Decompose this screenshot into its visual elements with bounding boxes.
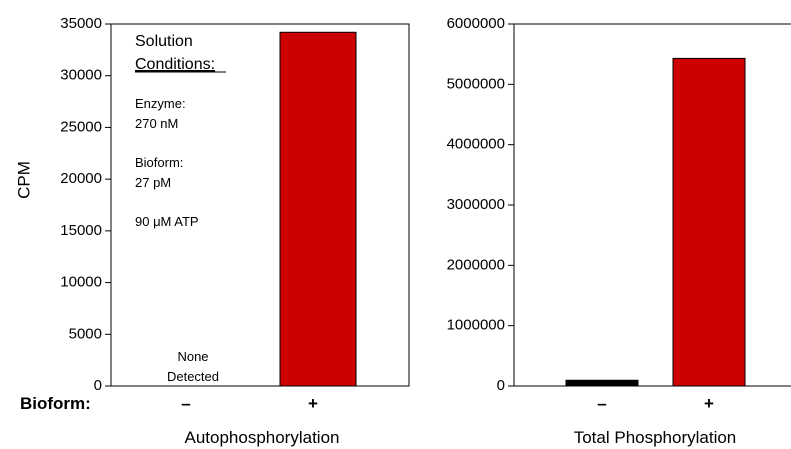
left-x-tick-minus: – xyxy=(181,394,190,413)
bioform-label: Bioform: xyxy=(135,155,183,170)
right-x-tick-plus: + xyxy=(704,394,714,413)
right-y-tick-label: 2000000 xyxy=(447,256,505,273)
conditions-heading-line2: Conditions: xyxy=(135,56,215,73)
left-y-axis: 0 5000 10000 15000 20000 25000 30000 35000 xyxy=(60,15,111,394)
left-chart-title: Autophosphorylation xyxy=(184,428,339,447)
right-bar-minus xyxy=(565,379,639,387)
right-chart-title: Total Phosphorylation xyxy=(574,428,737,447)
left-y-tick-label: 35000 xyxy=(60,15,102,32)
left-bars xyxy=(279,31,357,387)
left-y-tick-label: 10000 xyxy=(60,274,102,291)
enzyme-label: Enzyme: xyxy=(135,96,186,111)
left-x-tick-plus: + xyxy=(308,394,318,413)
right-y-tick-label: 6000000 xyxy=(447,15,505,32)
left-y-tick-label: 15000 xyxy=(60,222,102,239)
left-y-tick-label: 20000 xyxy=(60,170,102,187)
right-y-tick-label: 5000000 xyxy=(447,75,505,92)
left-y-tick-label: 25000 xyxy=(60,118,102,135)
left-plot-frame xyxy=(110,23,410,387)
right-x-tick-minus: – xyxy=(597,394,606,413)
right-y-tick-label: 4000000 xyxy=(447,136,505,153)
atp-condition: 90 μM ATP xyxy=(135,214,199,229)
right-y-tick-label: 0 xyxy=(497,377,505,394)
right-chart: 0 1000000 2000000 3000000 4000000 5000000 6000… xyxy=(447,15,791,447)
bioform-row-label: Bioform: xyxy=(20,394,91,413)
right-bar-plus xyxy=(672,57,746,387)
right-y-axis: 0 1000000 2000000 3000000 4000000 5000000 6000… xyxy=(447,15,514,394)
solution-conditions: Solution Conditions: Enzyme: 270 nM Biof… xyxy=(135,33,226,229)
right-y-tick-label: 1000000 xyxy=(447,317,505,334)
bioform-value: 27 pM xyxy=(135,175,171,190)
right-plot-frame xyxy=(513,23,791,387)
enzyme-value: 270 nM xyxy=(135,116,178,131)
none-detected-line1: None xyxy=(177,349,208,364)
none-detected-line2: Detected xyxy=(167,369,219,384)
left-y-axis-label: CPM xyxy=(14,161,33,199)
right-y-tick-label: 3000000 xyxy=(447,196,505,213)
right-bars xyxy=(565,57,746,387)
left-y-tick-label: 30000 xyxy=(60,67,102,84)
left-y-tick-label: 0 xyxy=(94,377,102,394)
conditions-heading-line1: Solution xyxy=(135,33,193,50)
left-y-tick-label: 5000 xyxy=(69,325,102,342)
left-bar-plus xyxy=(279,31,357,387)
